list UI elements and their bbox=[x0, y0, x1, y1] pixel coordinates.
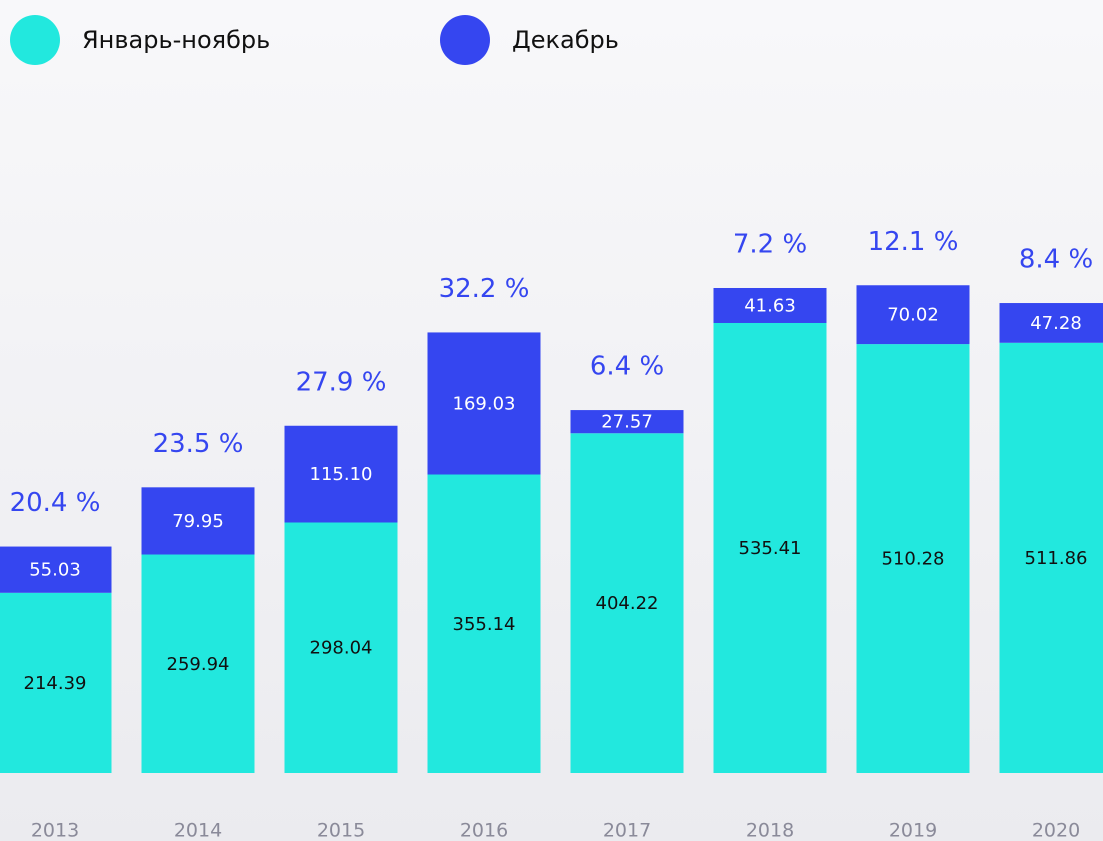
x-tick-label: 2013 bbox=[31, 820, 79, 841]
x-tick-label: 2014 bbox=[174, 820, 222, 841]
bar-segment bbox=[999, 303, 1103, 343]
x-tick-label: 2020 bbox=[1032, 820, 1080, 841]
value-label: 535.41 bbox=[739, 538, 802, 559]
bar-segment bbox=[141, 487, 255, 555]
legend-label: Декабрь bbox=[512, 26, 619, 54]
bar-segment bbox=[284, 522, 398, 773]
bar-segment bbox=[856, 344, 970, 773]
value-label: 298.04 bbox=[310, 638, 373, 659]
x-tick-label: 2018 bbox=[746, 820, 794, 841]
share-label: 32.2 % bbox=[439, 274, 530, 304]
value-label: 47.28 bbox=[1030, 313, 1082, 334]
legend-label: Январь-ноябрь bbox=[82, 26, 270, 54]
value-label: 27.57 bbox=[601, 412, 653, 433]
value-label: 404.22 bbox=[596, 593, 659, 614]
share-label: 20.4 % bbox=[10, 488, 101, 518]
share-label: 7.2 % bbox=[733, 229, 807, 259]
bar-segment bbox=[570, 410, 684, 434]
bar-segment bbox=[284, 425, 398, 523]
bar-segment bbox=[713, 287, 827, 323]
x-tick-label: 2017 bbox=[603, 820, 651, 841]
value-label: 259.94 bbox=[167, 654, 230, 675]
bar-segment bbox=[427, 332, 541, 475]
value-label: 70.02 bbox=[887, 305, 939, 326]
value-label: 214.39 bbox=[24, 673, 87, 694]
bar-segment bbox=[713, 322, 827, 773]
bar-segment bbox=[141, 554, 255, 773]
share-label: 12.1 % bbox=[868, 227, 959, 257]
legend-swatch bbox=[10, 15, 60, 65]
value-label: 169.03 bbox=[453, 393, 516, 414]
value-label: 79.95 bbox=[172, 511, 224, 532]
x-tick-label: 2015 bbox=[317, 820, 365, 841]
bar-segment bbox=[0, 546, 112, 593]
value-label: 355.14 bbox=[453, 614, 516, 635]
value-label: 55.03 bbox=[29, 560, 81, 581]
x-tick-label: 2016 bbox=[460, 820, 508, 841]
legend-swatch bbox=[440, 15, 490, 65]
bar-segment bbox=[427, 474, 541, 773]
value-label: 510.28 bbox=[882, 549, 945, 570]
share-label: 6.4 % bbox=[590, 352, 664, 382]
bar-segment bbox=[856, 285, 970, 345]
value-label: 115.10 bbox=[310, 464, 373, 485]
value-label: 41.63 bbox=[744, 295, 796, 316]
share-label: 8.4 % bbox=[1019, 245, 1093, 275]
x-tick-label: 2019 bbox=[889, 820, 937, 841]
value-label: 511.86 bbox=[1025, 548, 1088, 569]
share-label: 27.9 % bbox=[296, 367, 387, 397]
bar-segment bbox=[999, 342, 1103, 773]
bar-segment bbox=[570, 433, 684, 773]
bar-segment bbox=[0, 592, 112, 773]
share-label: 23.5 % bbox=[153, 429, 244, 459]
